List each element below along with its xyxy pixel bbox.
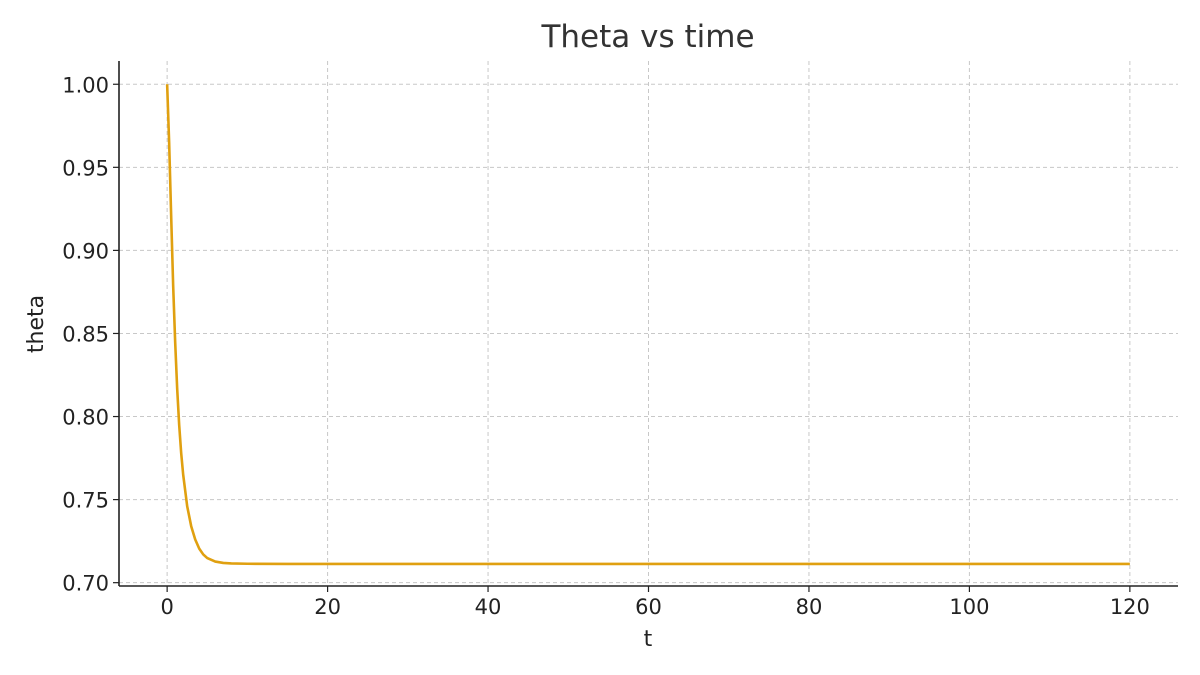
- y-tick-label: 0.70: [62, 572, 109, 596]
- y-tick-label: 0.90: [62, 239, 109, 263]
- x-axis-label: t: [644, 627, 653, 652]
- x-tick-label: 100: [949, 595, 989, 619]
- y-axis-label: theta: [24, 295, 49, 353]
- y-tick-label: 0.80: [62, 406, 109, 430]
- x-tick-label: 120: [1110, 595, 1150, 619]
- y-tick-label: 0.75: [62, 489, 109, 513]
- x-tick-label: 60: [635, 595, 662, 619]
- grid-layer: [119, 61, 1178, 586]
- x-tick-label: 0: [160, 595, 173, 619]
- y-tick-label: 1.00: [62, 73, 109, 97]
- x-tick-label: 80: [796, 595, 823, 619]
- chart-title: Theta vs time: [540, 19, 754, 55]
- series-layer: [165, 84, 1130, 566]
- tick-layer: 0 20 40 60 80 100 120 0.70 0.75 0.80 0.85 0.90 0.95 1…: [62, 73, 1150, 619]
- y-tick-label: 0.85: [62, 322, 109, 346]
- y-tick-label: 0.95: [62, 156, 109, 180]
- x-tick-label: 40: [475, 595, 502, 619]
- x-tick-label: 20: [314, 595, 341, 619]
- series-line-theta: [165, 84, 1130, 566]
